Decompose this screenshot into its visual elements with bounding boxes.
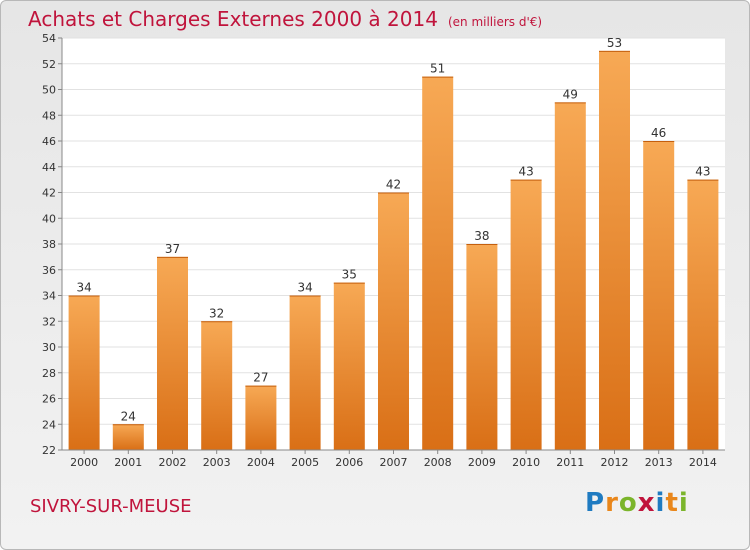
- proxiti-logo: Proxiti: [585, 488, 689, 518]
- bar-2003: [201, 321, 233, 450]
- data-label-2009: 38: [474, 229, 489, 243]
- y-tick-label: 42: [42, 187, 56, 200]
- bar-2013: [643, 141, 675, 450]
- x-tick-label-2001: 2001: [114, 456, 142, 469]
- bar-2011: [554, 102, 586, 450]
- bar-2000: [68, 295, 100, 450]
- title-row: Achats et Charges Externes 2000 à 2014 (e…: [28, 7, 542, 31]
- data-label-2011: 49: [563, 87, 578, 101]
- x-tick-label-2009: 2009: [468, 456, 496, 469]
- y-tick-label: 46: [42, 135, 56, 148]
- data-label-2010: 43: [518, 165, 533, 179]
- y-tick-label: 34: [42, 290, 56, 303]
- x-tick-label-2011: 2011: [556, 456, 584, 469]
- bar-2007: [378, 192, 409, 450]
- data-label-2013: 46: [651, 126, 666, 140]
- y-tick-label: 24: [42, 418, 56, 431]
- data-label-2003: 32: [209, 306, 224, 320]
- y-tick-label: 50: [42, 84, 56, 97]
- x-tick-label-2013: 2013: [645, 456, 673, 469]
- y-tick-label: 44: [42, 161, 56, 174]
- x-tick-label-2004: 2004: [247, 456, 275, 469]
- y-tick-label: 52: [42, 58, 56, 71]
- bar-2008: [422, 76, 454, 450]
- bar-2006: [333, 282, 365, 450]
- bar-2009: [466, 244, 498, 450]
- data-label-2000: 34: [76, 281, 91, 295]
- y-tick-label: 40: [42, 212, 56, 225]
- x-tick-label-2002: 2002: [159, 456, 187, 469]
- y-tick-label: 38: [42, 238, 56, 251]
- commune-name: SIVRY-SUR-MEUSE: [30, 496, 192, 517]
- axes: 22 24 26 28 30 32 34 36 38 40 42 44 46 48 50 52 54 2000 20…: [42, 32, 725, 469]
- y-tick-label: 28: [42, 367, 56, 380]
- chart-subtitle: (en milliers d'€): [447, 15, 543, 29]
- bar-2001: [112, 424, 144, 450]
- bar-2004: [245, 385, 277, 450]
- bar-2012: [599, 50, 630, 450]
- bar-2014: [687, 179, 719, 450]
- bar-2002: [157, 256, 188, 450]
- x-tick-label-2010: 2010: [512, 456, 540, 469]
- bars: 34 24 37 32 27 34 35 42 51 38 43 49 53 46 43: [68, 36, 719, 450]
- data-label-2006: 35: [342, 268, 357, 282]
- y-tick-label: 54: [42, 32, 56, 45]
- y-tick-label: 30: [42, 341, 56, 354]
- data-label-2004: 27: [253, 371, 268, 385]
- data-label-2007: 42: [386, 178, 401, 192]
- data-label-2012: 53: [607, 36, 622, 50]
- y-tick-label: 22: [42, 444, 56, 457]
- x-tick-label-2006: 2006: [335, 456, 363, 469]
- bar-2005: [289, 295, 321, 450]
- data-label-2002: 37: [165, 242, 180, 256]
- x-tick-label-2008: 2008: [424, 456, 452, 469]
- x-tick-label-2003: 2003: [203, 456, 231, 469]
- data-label-2001: 24: [121, 409, 136, 423]
- data-label-2005: 34: [297, 281, 312, 295]
- chart-title: Achats et Charges Externes 2000 à 2014: [28, 7, 438, 31]
- y-tick-label: 36: [42, 264, 56, 277]
- bar-2010: [510, 179, 542, 450]
- y-tick-label: 26: [42, 393, 56, 406]
- x-tick-label-2012: 2012: [601, 456, 629, 469]
- y-tick-label: 32: [42, 315, 56, 328]
- data-label-2008: 51: [430, 62, 445, 76]
- x-tick-label-2005: 2005: [291, 456, 319, 469]
- x-tick-label-2007: 2007: [380, 456, 408, 469]
- y-tick-label: 48: [42, 109, 56, 122]
- x-tick-label-2014: 2014: [689, 456, 717, 469]
- x-tick-label-2000: 2000: [70, 456, 98, 469]
- data-label-2014: 43: [695, 165, 710, 179]
